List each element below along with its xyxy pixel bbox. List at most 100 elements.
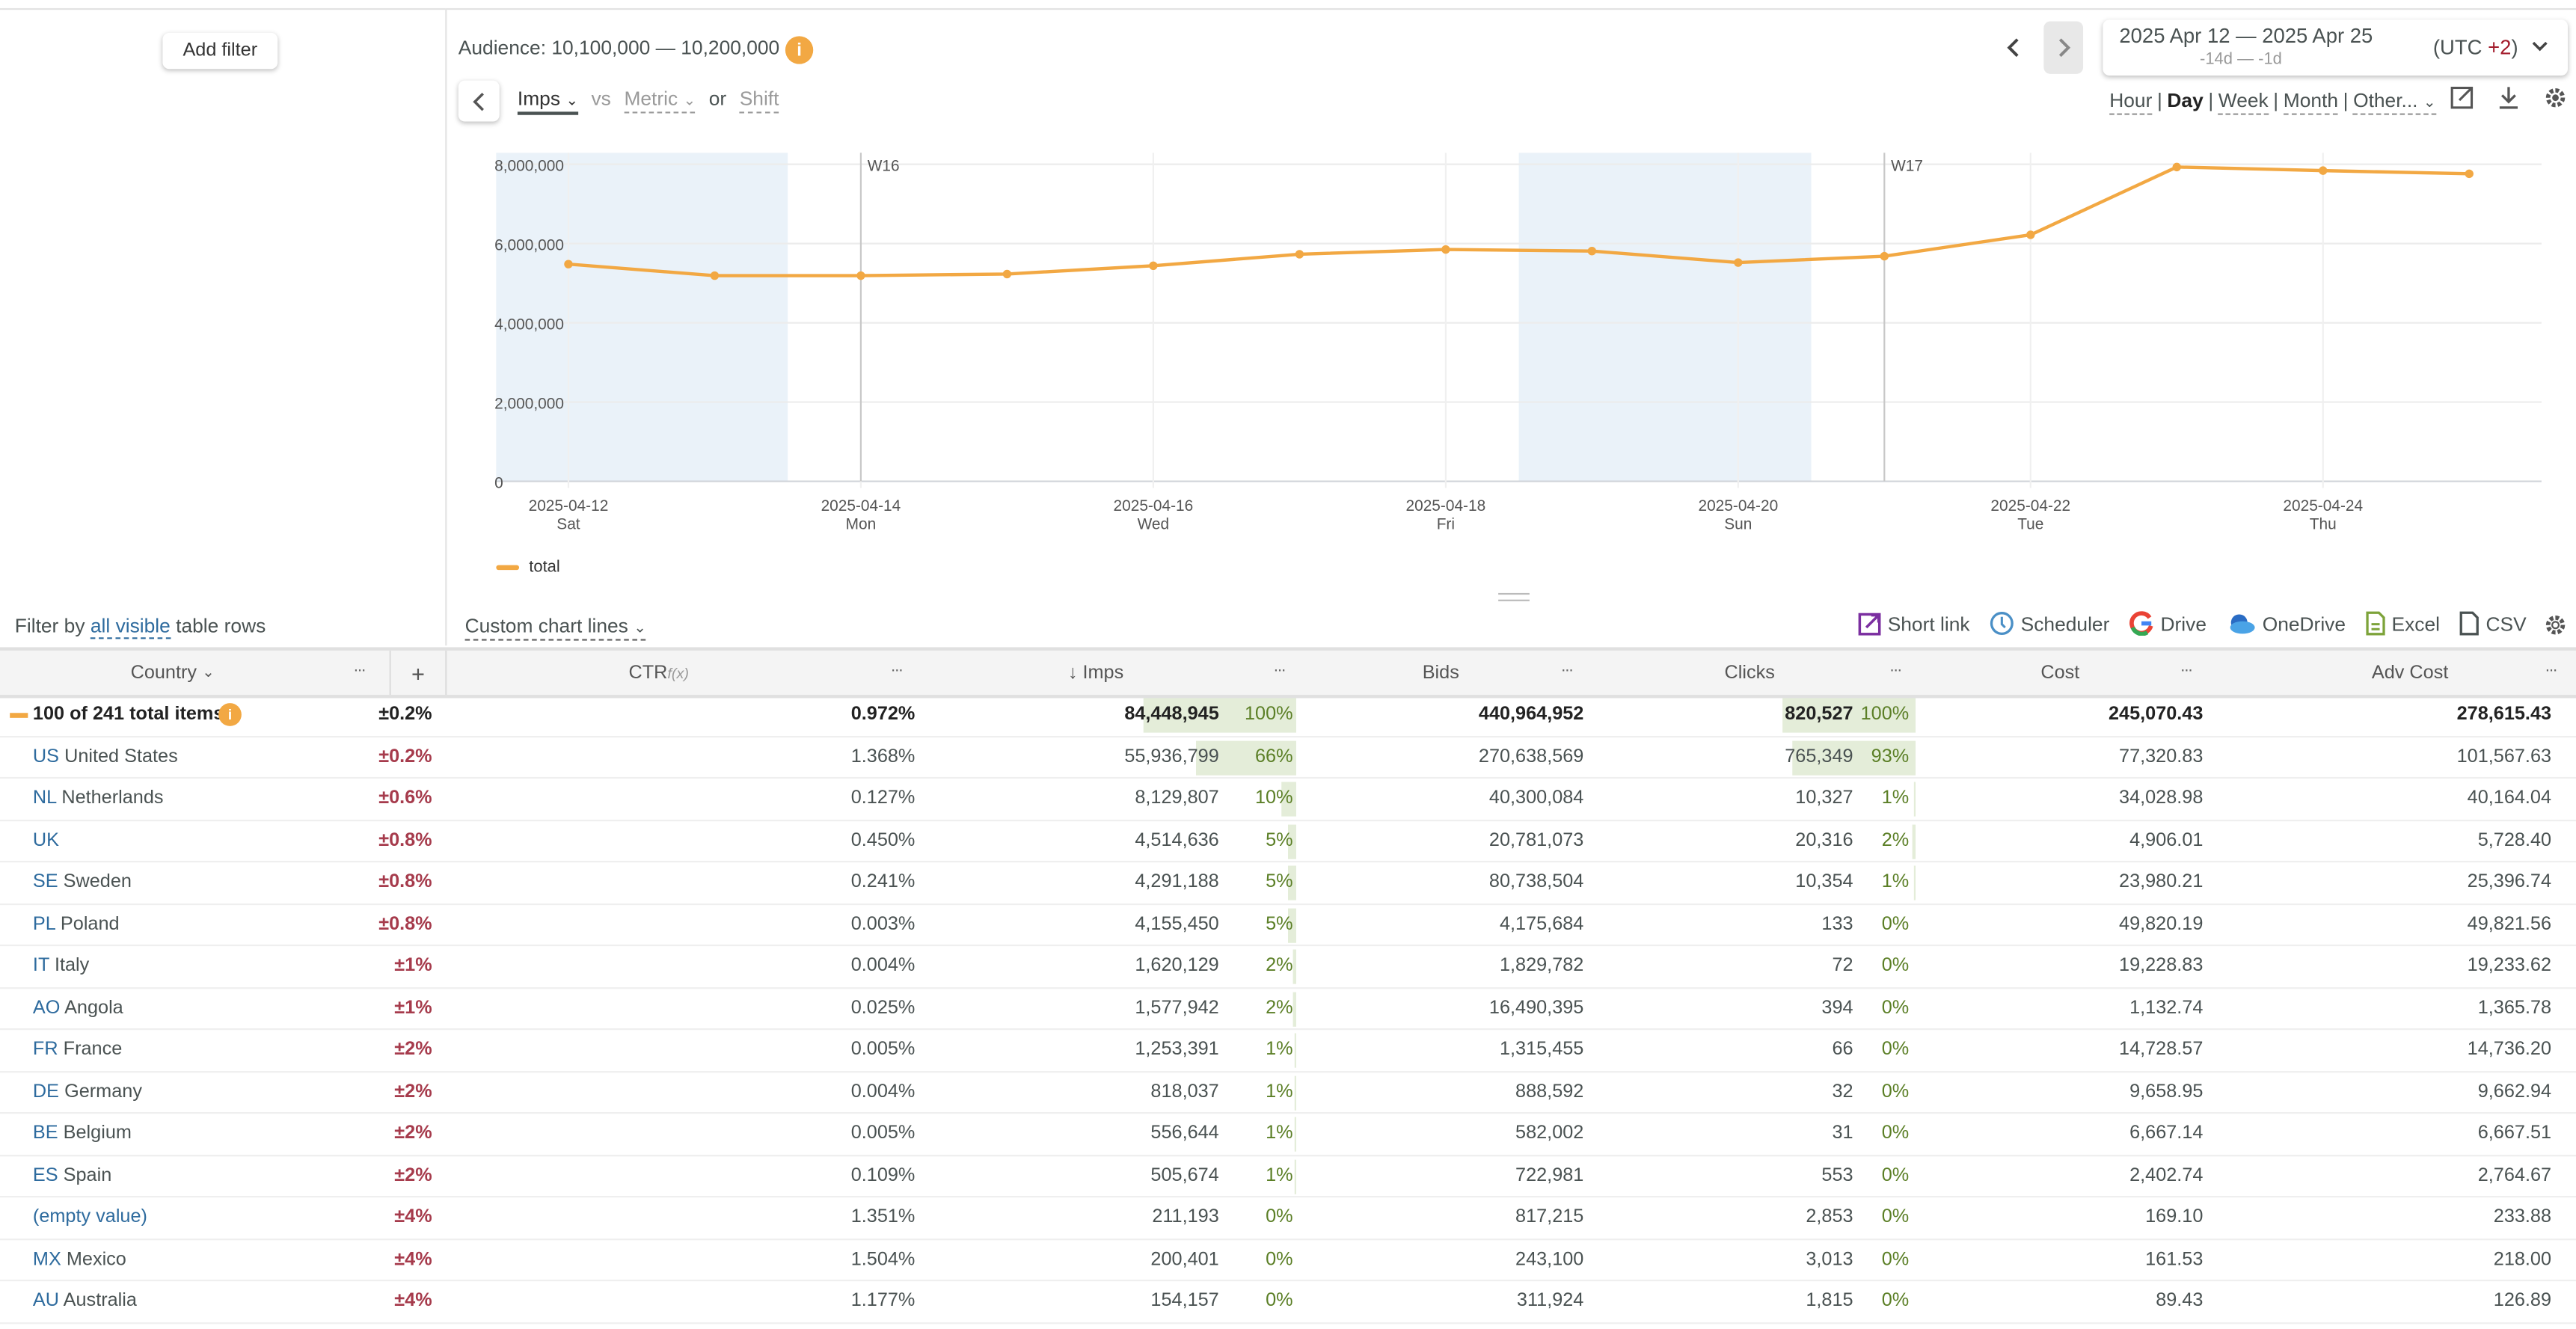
- column-header-cost[interactable]: Cost: [2040, 663, 2080, 683]
- country-code[interactable]: IT: [32, 956, 49, 976]
- csv-button[interactable]: CSV: [2459, 611, 2527, 636]
- open-external-icon[interactable]: [2450, 85, 2474, 110]
- country-code[interactable]: AU: [32, 1291, 60, 1311]
- country-code[interactable]: MX: [32, 1249, 61, 1269]
- country-cell[interactable]: DE Germany: [33, 1072, 142, 1111]
- column-menu-country[interactable]: ···: [353, 662, 367, 681]
- country-code[interactable]: FR: [32, 1040, 58, 1060]
- country-cell[interactable]: AO Angola: [33, 988, 123, 1028]
- data-point: [564, 260, 573, 268]
- onedrive-button[interactable]: OneDrive: [2226, 611, 2346, 636]
- imps-share-bar: [1288, 823, 1296, 859]
- country-cell[interactable]: UK: [33, 820, 59, 860]
- table-total-row[interactable]: 100 of 241 total items i ±0.2% 0.972% 84,448…: [0, 695, 2576, 737]
- table-row[interactable]: UK ±0.8% 0.450% 4,514,636 5% 20,781,073 20,31…: [0, 820, 2576, 863]
- chart-legend[interactable]: total: [496, 559, 560, 577]
- table-settings-gear-icon[interactable]: [2543, 613, 2568, 637]
- bids-value: 80,738,504: [1488, 872, 1584, 892]
- granularity-hour[interactable]: Hour: [2109, 89, 2153, 115]
- table-row[interactable]: (empty value) ±4% 1.351% 211,193 0% 817,215 2…: [0, 1197, 2576, 1240]
- country-cell[interactable]: (empty value): [33, 1197, 147, 1237]
- granularity-week[interactable]: Week: [2218, 89, 2269, 115]
- resize-handle[interactable]: [1498, 592, 1530, 601]
- country-cell[interactable]: US United States: [33, 737, 178, 776]
- info-icon[interactable]: i: [785, 36, 814, 64]
- column-header-imps[interactable]: ↓ Imps: [1067, 663, 1124, 683]
- csv-file-icon: [2459, 611, 2480, 636]
- add-filter-button[interactable]: Add filter: [162, 32, 278, 70]
- table-row[interactable]: MX Mexico ±4% 1.504% 200,401 0% 243,100 3,013 0…: [0, 1239, 2576, 1282]
- country-code[interactable]: UK: [32, 830, 60, 850]
- country-code[interactable]: US: [32, 746, 60, 767]
- column-header-adv-cost[interactable]: Adv Cost: [2371, 663, 2449, 683]
- metric-selector[interactable]: Imps ⌄: [517, 87, 578, 115]
- country-code[interactable]: BE: [32, 1123, 58, 1144]
- country-code[interactable]: NL: [32, 788, 57, 808]
- table-row[interactable]: BE Belgium ±2% 0.005% 556,644 1% 582,002 31 0% 6…: [0, 1114, 2576, 1156]
- short-link-button[interactable]: Short link: [1858, 611, 1970, 636]
- date-range-picker[interactable]: 2025 Apr 12 — 2025 Apr 25 -14d — -1d (UT…: [2103, 19, 2569, 76]
- filter-visible-rows-link[interactable]: all visible: [90, 614, 171, 639]
- column-menu-bids[interactable]: ···: [1560, 662, 1574, 681]
- scheduler-button[interactable]: Scheduler: [1990, 611, 2109, 636]
- shift-selector[interactable]: Shift: [739, 87, 779, 114]
- table-row[interactable]: SE Sweden ±0.8% 0.241% 4,291,188 5% 80,738,50…: [0, 862, 2576, 905]
- add-column-button[interactable]: +: [411, 659, 425, 687]
- country-cell[interactable]: MX Mexico: [33, 1239, 126, 1279]
- country-code[interactable]: AO: [32, 998, 61, 1018]
- data-point: [1295, 250, 1304, 259]
- country-cell[interactable]: SE Sweden: [33, 862, 132, 902]
- info-glyph: i: [797, 40, 802, 61]
- compare-metric-selector[interactable]: Metric ⌄: [624, 87, 696, 114]
- column-menu-clicks[interactable]: ···: [1889, 662, 1903, 681]
- table-row[interactable]: US United States ±0.2% 1.368% 55,936,799 66%…: [0, 737, 2576, 779]
- table-row[interactable]: AU Australia ±4% 1.177% 154,157 0% 311,924 1,8…: [0, 1281, 2576, 1324]
- table-row[interactable]: FR France ±2% 0.005% 1,253,391 1% 1,315,455 66…: [0, 1030, 2576, 1072]
- imps-share-bar: [1288, 907, 1296, 942]
- country-code[interactable]: DE: [32, 1081, 60, 1102]
- drive-button[interactable]: Drive: [2129, 611, 2207, 636]
- clicks-share: 100%: [1860, 705, 1910, 725]
- granularity-other[interactable]: Other... ⌄: [2353, 88, 2436, 115]
- custom-chart-lines-dropdown[interactable]: Custom chart lines ⌄: [464, 614, 646, 641]
- column-header-ctr[interactable]: CTR f(x): [445, 651, 872, 695]
- country-cell[interactable]: ES Spain: [33, 1155, 111, 1195]
- country-cell[interactable]: IT Italy: [33, 946, 89, 986]
- info-icon[interactable]: i: [218, 703, 242, 726]
- table-row[interactable]: IT Italy ±1% 0.004% 1,620,129 2% 1,829,782 72 0…: [0, 946, 2576, 989]
- table-row[interactable]: NL Netherlands ±0.6% 0.127% 8,129,807 10% 40,…: [0, 779, 2576, 821]
- table-row[interactable]: PL Poland ±0.8% 0.003% 4,155,450 5% 4,175,684…: [0, 904, 2576, 947]
- country-code[interactable]: (empty value): [32, 1207, 147, 1227]
- column-menu-cost[interactable]: ···: [2180, 662, 2194, 681]
- country-cell[interactable]: NL Netherlands: [33, 779, 164, 818]
- imps-share-bar: [1294, 1075, 1296, 1110]
- prev-period-button[interactable]: [2001, 33, 2027, 63]
- settings-gear-icon[interactable]: [2543, 85, 2568, 110]
- table-row[interactable]: DE Germany ±2% 0.004% 818,037 1% 888,592 32 0% 9…: [0, 1072, 2576, 1114]
- excel-button[interactable]: Excel: [2365, 611, 2440, 636]
- collapse-button[interactable]: [458, 80, 500, 122]
- column-menu-adv-cost[interactable]: ···: [2545, 662, 2558, 681]
- column-header-clicks[interactable]: Clicks: [1724, 663, 1775, 683]
- data-point: [2319, 166, 2328, 175]
- granularity-month[interactable]: Month: [2283, 89, 2339, 115]
- country-cell[interactable]: BE Belgium: [33, 1114, 132, 1153]
- country-cell[interactable]: PL Poland: [33, 904, 120, 944]
- granularity-other-label: Other...: [2353, 88, 2418, 112]
- country-code[interactable]: ES: [32, 1165, 58, 1185]
- country-cell[interactable]: AU Australia: [33, 1281, 137, 1321]
- download-icon[interactable]: [2497, 85, 2521, 110]
- top-divider: [0, 7, 2576, 10]
- next-period-button[interactable]: [2043, 21, 2084, 74]
- granularity-day[interactable]: Day: [2167, 88, 2204, 112]
- country-code[interactable]: PL: [32, 914, 55, 934]
- column-header-country[interactable]: Country ⌄: [0, 651, 345, 695]
- column-header-bids[interactable]: Bids: [1422, 663, 1459, 683]
- table-row[interactable]: AO Angola ±1% 0.025% 1,577,942 2% 16,490,395 3…: [0, 988, 2576, 1031]
- country-code[interactable]: SE: [32, 872, 58, 892]
- metric-label: Imps: [517, 87, 561, 111]
- column-menu-ctr[interactable]: ···: [890, 662, 904, 681]
- country-cell[interactable]: FR France: [33, 1030, 122, 1069]
- column-menu-imps[interactable]: ···: [1273, 662, 1287, 681]
- table-row[interactable]: ES Spain ±2% 0.109% 505,674 1% 722,981 553 0% 2,…: [0, 1155, 2576, 1198]
